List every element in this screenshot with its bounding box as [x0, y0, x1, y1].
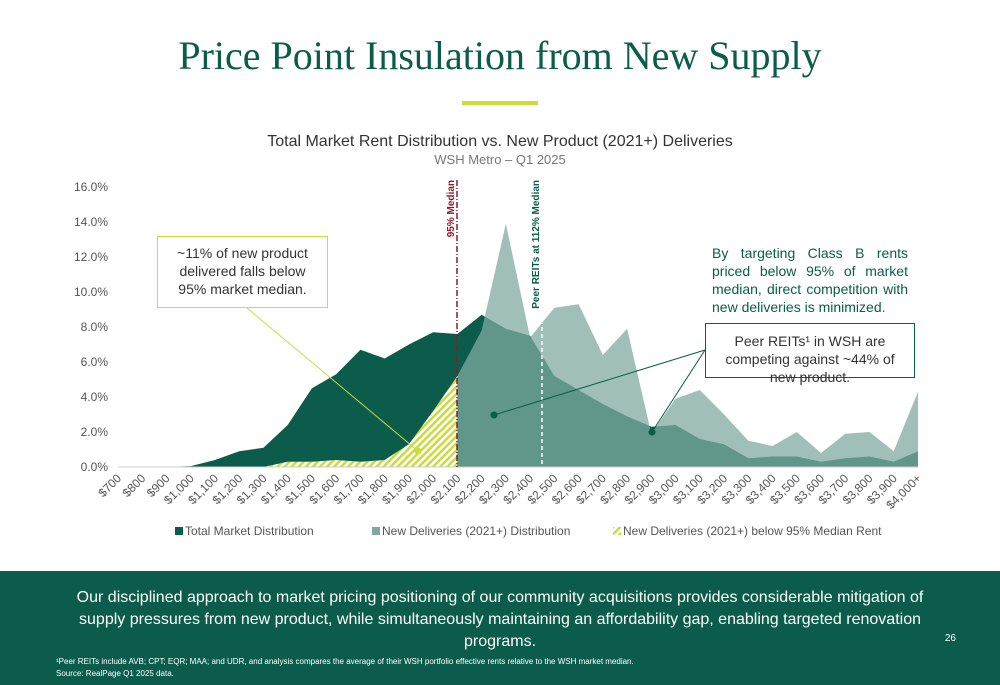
chart-title: Total Market Rent Distribution vs. New P… [267, 133, 733, 150]
banner: Our disciplined approach to market prici… [0, 571, 1000, 685]
x-tick-label: $800 [120, 471, 149, 500]
legend-label: New Deliveries (2021+) below 95% Median … [623, 524, 882, 538]
banner-text: Our disciplined approach to market prici… [76, 589, 924, 650]
callout-left: ~11% of new product delivered falls belo… [157, 236, 328, 308]
leader-peer [493, 349, 706, 416]
leader-left [246, 307, 419, 452]
y-tick-label: 12.0% [74, 250, 108, 264]
callout-peer: Peer REITs¹ in WSH are competing against… [705, 323, 915, 385]
page-number: 26 [944, 633, 956, 644]
legend-label: Total Market Distribution [185, 524, 314, 538]
title-rule [462, 101, 538, 105]
y-tick-label: 14.0% [74, 215, 108, 229]
x-tick-label: $700 [95, 471, 124, 500]
legend-label: New Deliveries (2021+) Distribution [382, 524, 570, 538]
leader-dot [490, 411, 498, 419]
y-tick-label: 4.0% [81, 390, 109, 404]
area-2 [118, 376, 458, 467]
chart: Total Market Rent Distribution vs. New P… [74, 133, 924, 538]
leader-dot [414, 447, 422, 455]
legend-swatch [175, 527, 183, 535]
y-tick-label: 16.0% [74, 180, 108, 194]
area-1 [118, 223, 918, 467]
footnote: ¹Peer REITs include AVB; CPT; EQR; MAA; … [56, 657, 634, 666]
median-95-label: 95% Median [446, 180, 457, 237]
source: Source: RealPage Q1 2025 data. [56, 669, 174, 678]
y-tick-label: 8.0% [81, 320, 109, 334]
y-tick-label: 10.0% [74, 285, 108, 299]
y-tick-label: 2.0% [81, 425, 109, 439]
y-tick-label: 0.0% [81, 460, 109, 474]
callout-strategy: By targeting Class B rents priced below … [712, 245, 908, 315]
chart-subtitle: WSH Metro – Q1 2025 [434, 152, 566, 167]
legend-swatch [613, 527, 621, 535]
slide-title: Price Point Insulation from New Supply [178, 33, 822, 78]
peer-median-label: Peer REITs at 112% Median [531, 180, 542, 309]
legend-swatch [372, 527, 380, 535]
leader-peer-2 [651, 349, 706, 433]
y-tick-label: 6.0% [81, 355, 109, 369]
leader-dot [648, 428, 656, 436]
